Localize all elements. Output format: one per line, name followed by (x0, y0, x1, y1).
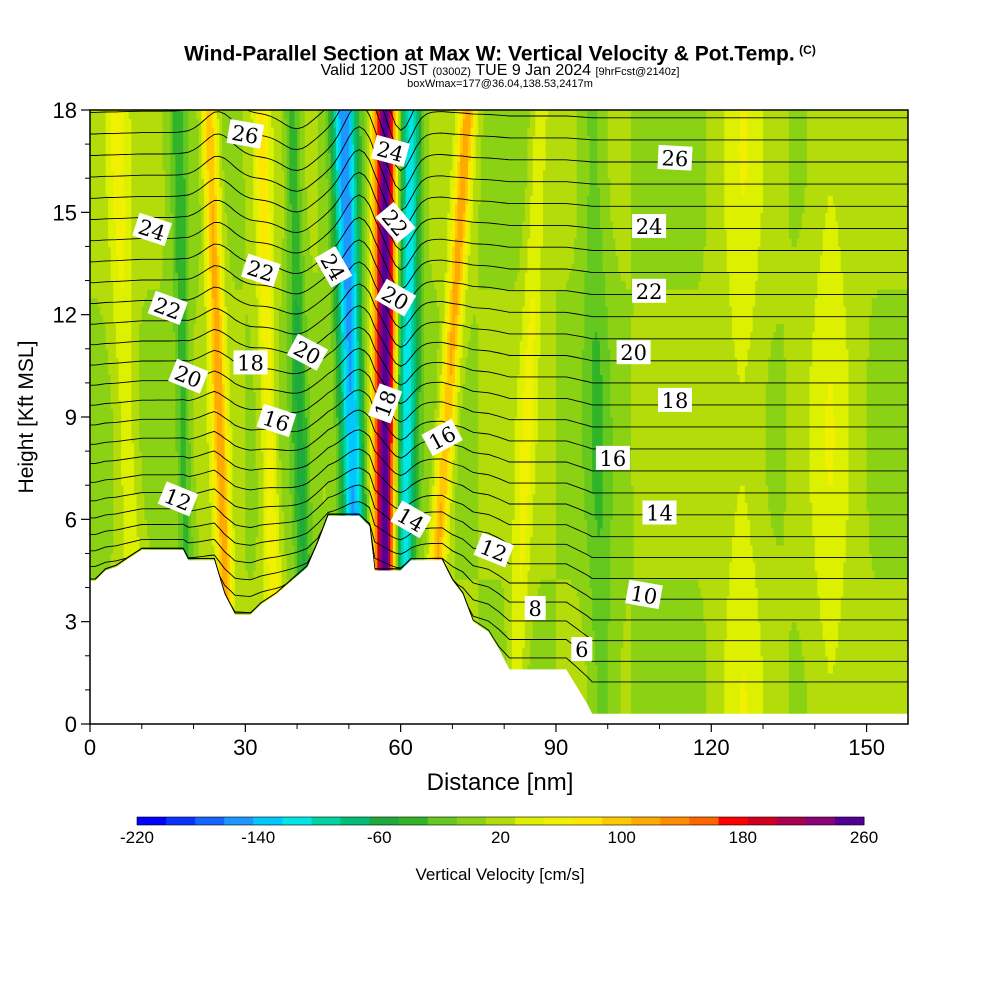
chart-figure: Wind-Parallel Section at Max W: Vertical… (0, 0, 1000, 1000)
